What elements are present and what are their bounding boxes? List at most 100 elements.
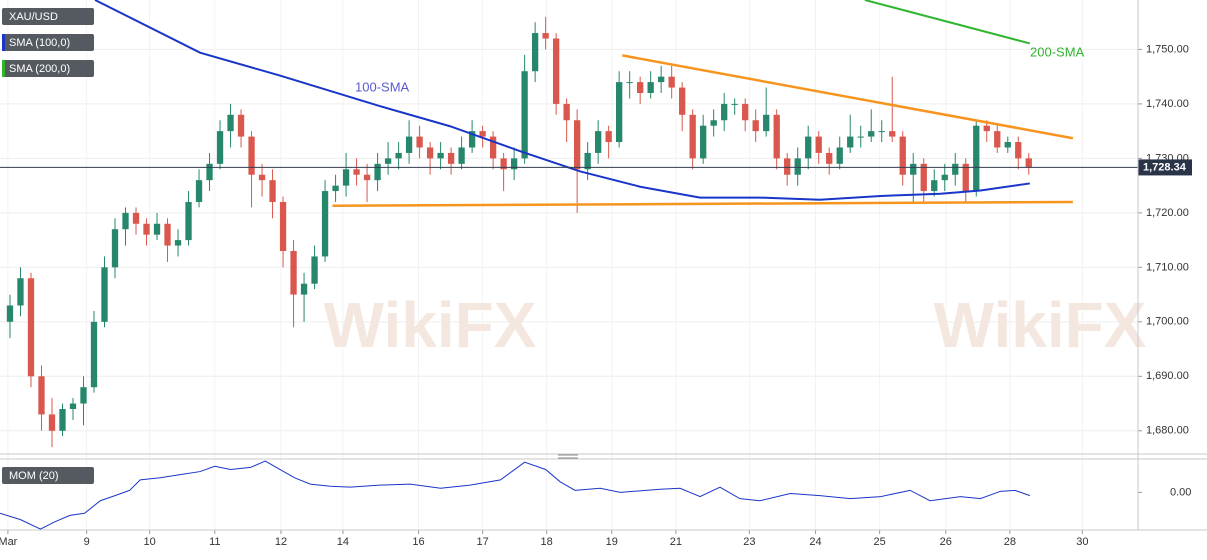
x-tick-label: 17 (476, 536, 488, 548)
candle-body (952, 163, 959, 175)
candle-body (889, 131, 896, 137)
candle-body (132, 212, 140, 224)
candle-body (447, 152, 455, 164)
candle-body (6, 305, 14, 322)
candle-body (321, 191, 329, 257)
candle-body (48, 414, 56, 431)
candle-body (290, 250, 297, 295)
candle-body (668, 76, 675, 88)
candle-body (794, 158, 801, 175)
candle-body (710, 120, 717, 126)
x-tick-label: 23 (743, 536, 755, 548)
x-tick-label: Mar (0, 536, 18, 548)
candle-body (332, 185, 339, 192)
candle-body (353, 169, 360, 175)
legend-swatch (2, 34, 5, 51)
candle-body (101, 267, 108, 322)
candle-body (605, 131, 612, 143)
candle-body (69, 403, 77, 409)
candle-body (206, 163, 213, 181)
sma-label: 100-SMA (355, 79, 410, 94)
candle-body (826, 152, 833, 164)
legend-label: XAU/USD (9, 11, 58, 23)
legend-label: SMA (200,0) (9, 63, 70, 75)
candle-body (983, 125, 990, 132)
candle-body (994, 131, 1001, 148)
candle-body (342, 169, 350, 186)
candle-body (153, 223, 161, 235)
watermark: WikiFX (934, 289, 1147, 361)
candle-body (90, 321, 98, 388)
x-tick-label: 25 (874, 536, 886, 548)
y-tick-label: 1,690.00 (1146, 370, 1189, 382)
sma-line (94, 0, 1030, 201)
candle-body (185, 201, 192, 241)
y-tick-label: 1,700.00 (1146, 316, 1189, 328)
sma-label: 200-SMA (1030, 44, 1085, 59)
candle-body (689, 114, 696, 159)
candle-body (594, 131, 602, 153)
candle-body (269, 180, 276, 202)
candle-body (27, 278, 35, 377)
candle-body (122, 212, 129, 230)
legend-label: SMA (100,0) (9, 37, 70, 49)
legend-swatch (2, 60, 5, 77)
y-tick-label: 0.00 (1170, 486, 1191, 498)
candle-body (700, 125, 707, 159)
candle-body (416, 136, 423, 148)
candle-body (437, 152, 444, 159)
x-tick-label: 14 (337, 536, 349, 548)
candle-body (941, 174, 948, 181)
price-pane: 100-SMA 200-SMA (0, 0, 1138, 448)
candle-body (805, 136, 812, 159)
candle-body (721, 103, 728, 121)
candle-body (489, 136, 497, 159)
candle-body (195, 180, 203, 202)
candle-body (510, 158, 518, 170)
candle-body (363, 174, 371, 181)
candle-body (1015, 142, 1022, 159)
candle-body (174, 240, 182, 246)
x-tick-label: 12 (275, 536, 287, 548)
candle-body (426, 147, 434, 159)
last-price-label: 1,728.34 (1143, 161, 1187, 173)
legend-box (2, 34, 94, 51)
x-tick-label: 11 (209, 536, 220, 548)
legend-box (2, 467, 94, 484)
trendline (332, 200, 1073, 208)
candle-body (59, 408, 66, 431)
candle-body (237, 114, 245, 137)
candle-body (111, 229, 119, 268)
x-tick-label: 9 (84, 536, 90, 548)
legend-boxes: XAU/USD SMA (100,0) SMA (200,0) MOM (20) (2, 8, 94, 484)
candle-body (563, 103, 570, 121)
candle-body (479, 131, 486, 137)
candle-body (910, 163, 917, 175)
x-tick-label: 21 (670, 536, 682, 548)
candle-body (616, 82, 623, 143)
candle-body (658, 76, 665, 83)
candle-body (405, 136, 413, 153)
candle-body (248, 136, 255, 175)
trendline (622, 54, 1074, 140)
candle-body (542, 33, 549, 39)
candle-body (836, 147, 843, 164)
candle-body (143, 223, 150, 235)
candle-body (573, 120, 581, 170)
y-tick-label: 1,720.00 (1146, 207, 1189, 219)
pane-resize-handle[interactable] (558, 454, 578, 459)
legend-box (2, 8, 94, 25)
candle-body (973, 125, 980, 192)
candle-body (637, 82, 644, 94)
candle-body (847, 136, 854, 148)
candle-body (931, 180, 938, 192)
candle-body (584, 152, 591, 170)
axes: 1,680.00 1,690.00 1,700.00 1,710.00 1,720.00… (0, 43, 1192, 548)
x-tick-label: 30 (1076, 536, 1088, 548)
x-tick-label: 28 (1004, 536, 1016, 548)
candle-body (626, 82, 633, 84)
candle-body (17, 278, 24, 306)
candle-body (784, 158, 791, 175)
